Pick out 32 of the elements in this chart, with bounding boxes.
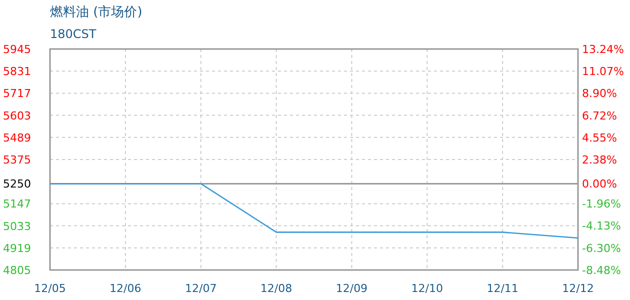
chart-subtitle: 180CST [50, 27, 97, 41]
x-tick-label: 12/07 [185, 282, 217, 295]
x-tick-label: 12/05 [34, 282, 66, 295]
y2-tick-label: 13.24% [582, 43, 624, 56]
y2-tick-label: -1.96% [582, 198, 621, 211]
y-tick-label: 5250 [3, 178, 31, 191]
y2-tick-label: 4.55% [582, 131, 617, 144]
y-tick-label: 5717 [3, 87, 31, 100]
y-tick-label: 5945 [3, 43, 31, 56]
y2-tick-label: -8.48% [582, 264, 621, 277]
x-tick-label: 12/06 [110, 282, 142, 295]
y2-tick-label: 2.38% [582, 154, 617, 166]
y-tick-label: 5033 [3, 220, 31, 233]
y-tick-label: 4805 [3, 264, 31, 277]
y2-tick-label: 0.00% [582, 178, 617, 191]
y2-tick-label: 8.90% [582, 87, 617, 100]
y2-tick-label: 6.72% [582, 109, 617, 122]
x-tick-label: 12/12 [562, 282, 594, 295]
x-tick-label: 12/10 [411, 282, 443, 295]
y2-tick-label: 11.07% [582, 65, 624, 78]
y-tick-label: 5603 [3, 109, 31, 122]
y2-tick-label: -4.13% [582, 220, 621, 233]
x-tick-label: 12/11 [486, 282, 518, 295]
x-tick-label: 12/09 [336, 282, 368, 295]
y-tick-label: 5831 [3, 65, 31, 78]
y2-tick-label: -6.30% [582, 242, 621, 255]
x-tick-label: 12/08 [260, 282, 292, 295]
chart-title: 燃料油 (市场价) [50, 5, 142, 20]
y-tick-label: 5375 [3, 154, 31, 166]
y-tick-label: 5147 [3, 198, 31, 211]
y-tick-label: 5489 [3, 131, 31, 144]
y-tick-label: 4919 [3, 242, 31, 255]
